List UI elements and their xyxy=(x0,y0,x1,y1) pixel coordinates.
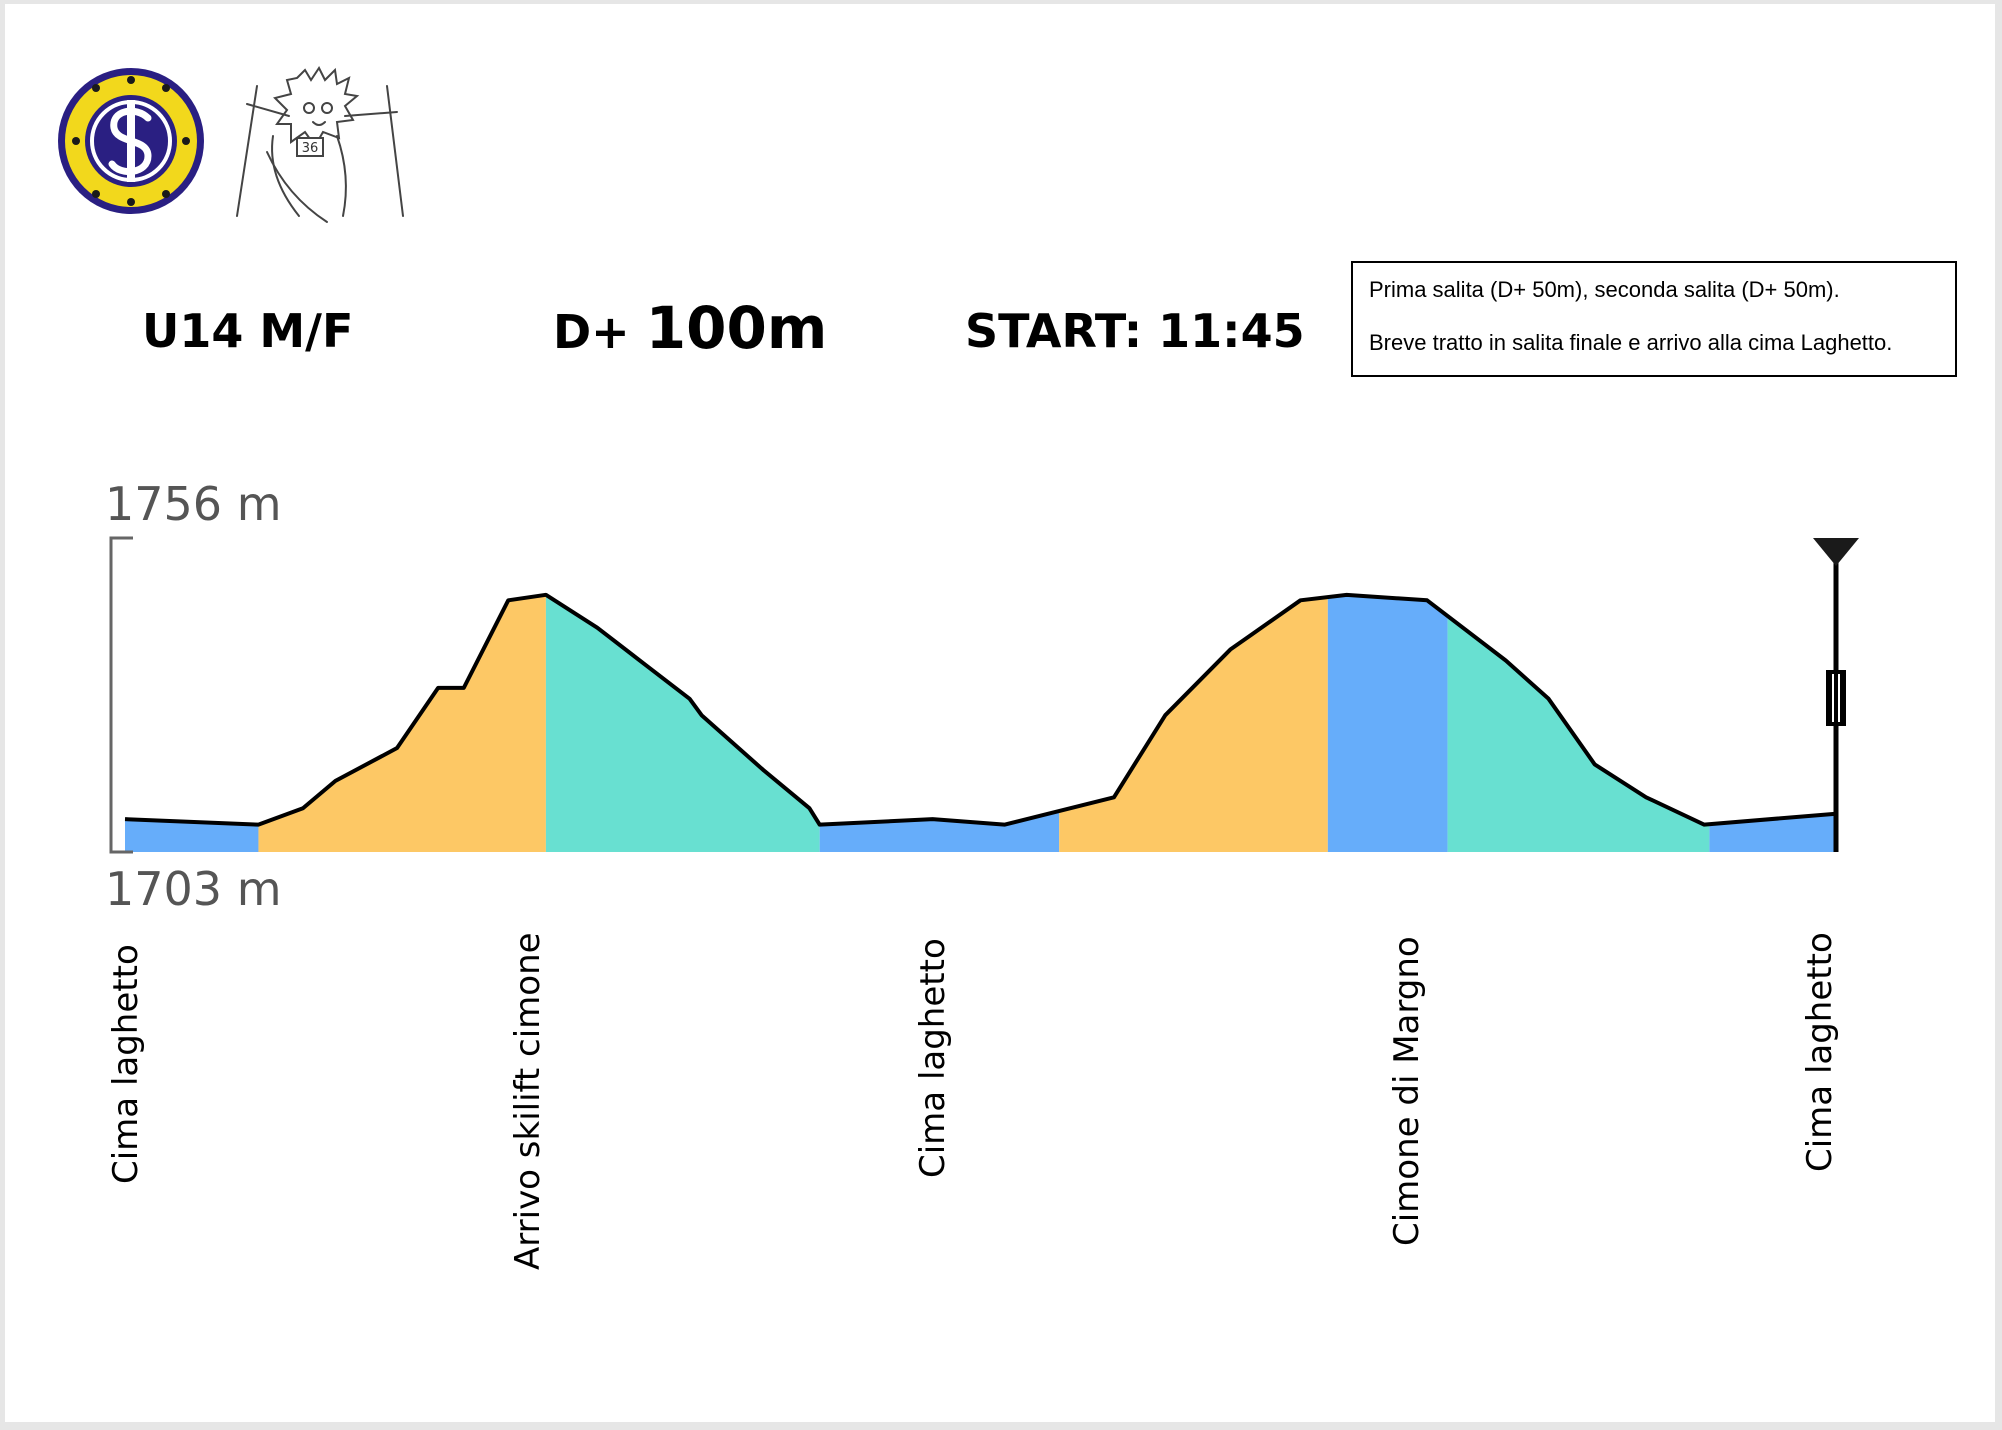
elevation-gain: D+ 100m xyxy=(553,294,827,362)
profile-segment-flat xyxy=(819,810,1060,852)
profile-segment-flat xyxy=(125,819,259,852)
finish-flag-icon xyxy=(1813,538,1859,566)
elevation-gain-prefix: D+ xyxy=(553,305,646,359)
waypoint-label: Cimone di Margno xyxy=(1387,936,1427,1246)
start-time: START: 11:45 xyxy=(965,304,1305,358)
profile-segment-descent xyxy=(545,594,820,852)
page: 36 U14 M/F D+ 100m START: 11:45 Prima sa… xyxy=(5,4,1995,1422)
mascot-hedgehog-icon: 36 xyxy=(236,66,404,223)
waypoint-label: Cima laghetto xyxy=(1800,932,1840,1172)
y-tick-label-bottom: 1703 m xyxy=(105,862,282,916)
profile-segment-climb xyxy=(1059,597,1328,852)
course-note-line-2: Breve tratto in salita finale e arrivo a… xyxy=(1369,330,1893,355)
mascot-bib-number: 36 xyxy=(302,141,319,156)
finish-banner-icon xyxy=(1826,670,1846,726)
profile-segment-summit_flat xyxy=(1327,594,1448,852)
elevation-profile-chart: 1756 m 1703 m Cima laghetto Arrivo skilift … xyxy=(105,477,1859,1270)
waypoint-label: Cima laghetto xyxy=(106,944,146,1184)
y-axis-bracket xyxy=(109,536,133,854)
elevation-gain-value: 100m xyxy=(645,294,828,362)
course-notes-box: Prima salita (D+ 50m), seconda salita (D… xyxy=(1351,261,1957,377)
profile-segment-descent xyxy=(1447,616,1710,852)
course-note-line-1: Prima salita (D+ 50m), seconda salita (D… xyxy=(1369,277,1840,302)
profile-segment-climb xyxy=(258,594,546,852)
category-label: U14 M/F xyxy=(142,304,354,358)
profile-outline xyxy=(124,592,1837,827)
club-logo-icon xyxy=(58,68,204,214)
waypoint-label: Cima laghetto xyxy=(913,938,953,1178)
y-tick-label-top: 1756 m xyxy=(105,477,282,531)
waypoint-label: Arrivo skilift cimone xyxy=(508,932,548,1270)
